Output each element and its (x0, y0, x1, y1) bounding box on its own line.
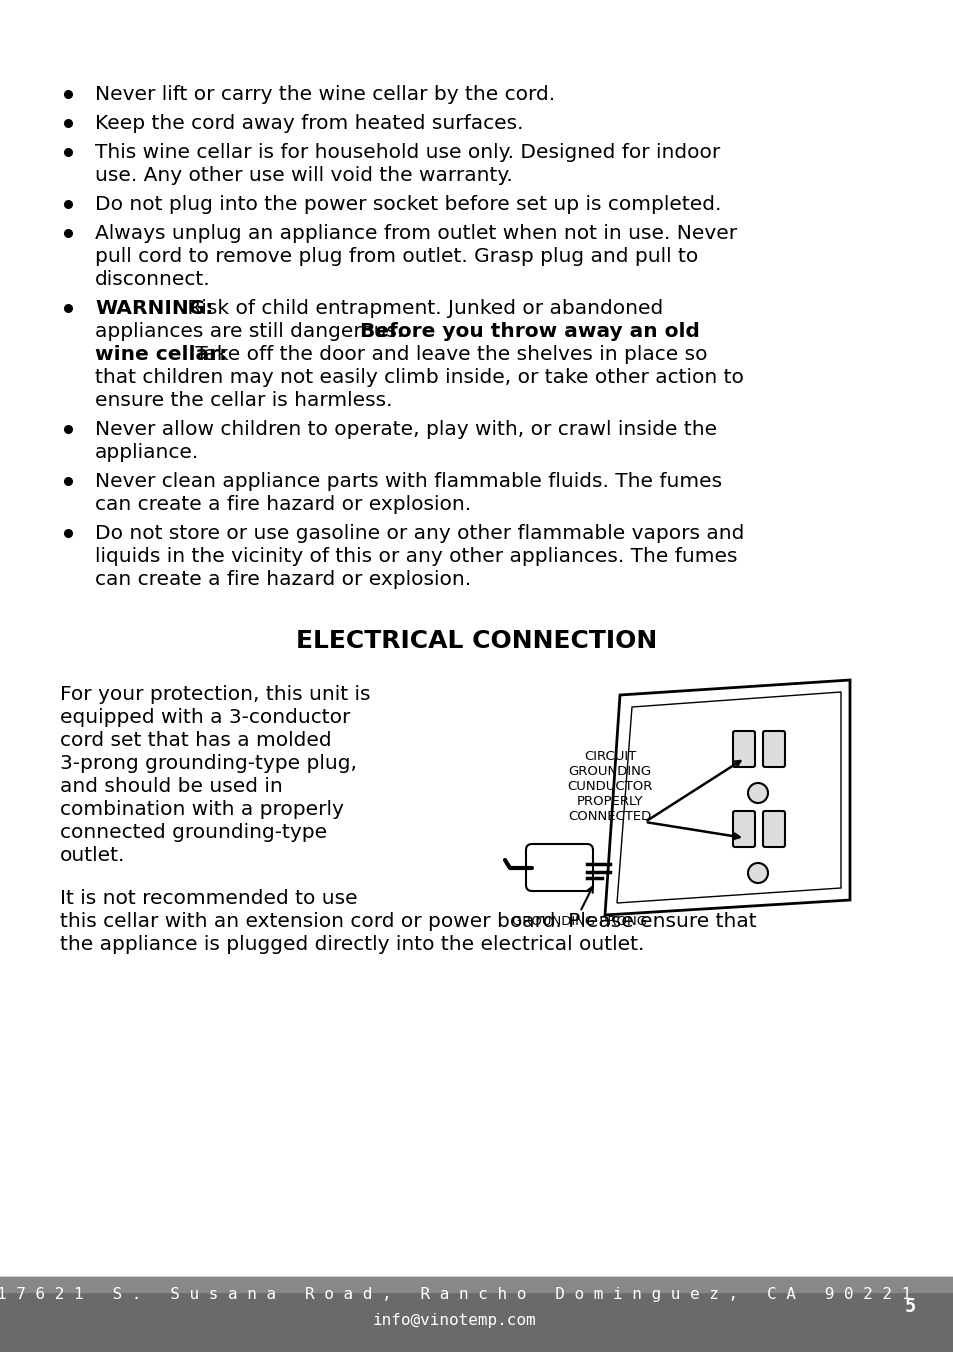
Text: Risk of child entrapment. Junked or abandoned: Risk of child entrapment. Junked or aban… (181, 299, 662, 318)
Text: and should be used in: and should be used in (60, 777, 282, 796)
Text: this cellar with an extension cord or power board. Please ensure that: this cellar with an extension cord or po… (60, 913, 756, 932)
Text: Keep the cord away from heated surfaces.: Keep the cord away from heated surfaces. (95, 114, 523, 132)
Text: appliances are still dangerous.: appliances are still dangerous. (95, 322, 410, 341)
Text: liquids in the vicinity of this or any other appliances. The fumes: liquids in the vicinity of this or any o… (95, 548, 737, 566)
Text: info@vinotemp.com: info@vinotemp.com (372, 1314, 536, 1329)
FancyBboxPatch shape (525, 844, 593, 891)
FancyBboxPatch shape (762, 731, 784, 767)
Text: connected grounding-type: connected grounding-type (60, 823, 327, 842)
Text: Before you throw away an old: Before you throw away an old (359, 322, 700, 341)
Text: combination with a properly: combination with a properly (60, 800, 343, 819)
Text: disconnect.: disconnect. (95, 270, 211, 289)
Text: outlet.: outlet. (60, 846, 125, 865)
Text: Always unplug an appliance from outlet when not in use. Never: Always unplug an appliance from outlet w… (95, 224, 737, 243)
Text: 1 7 6 2 1   S .   S u s a n a   R o a d ,   R a n c h o   D o m i n g u e z ,   : 1 7 6 2 1 S . S u s a n a R o a d , R a … (0, 1287, 910, 1302)
Text: CIRCUIT
GROUNDING
CUNDUCTOR
PROPERLY
CONNECTED: CIRCUIT GROUNDING CUNDUCTOR PROPERLY CON… (567, 750, 652, 823)
FancyBboxPatch shape (732, 811, 754, 846)
Text: that children may not easily climb inside, or take other action to: that children may not easily climb insid… (95, 368, 743, 387)
Text: the appliance is plugged directly into the electrical outlet.: the appliance is plugged directly into t… (60, 936, 643, 955)
Text: It is not recommended to use: It is not recommended to use (60, 890, 357, 909)
Text: WARNING:: WARNING: (95, 299, 213, 318)
FancyBboxPatch shape (762, 811, 784, 846)
Text: 3-prong grounding-type plug,: 3-prong grounding-type plug, (60, 754, 356, 773)
Text: cord set that has a molded: cord set that has a molded (60, 731, 332, 750)
Text: Do not store or use gasoline or any other flammable vapors and: Do not store or use gasoline or any othe… (95, 525, 743, 544)
Text: can create a fire hazard or explosion.: can create a fire hazard or explosion. (95, 571, 471, 589)
Polygon shape (604, 680, 849, 915)
Circle shape (747, 783, 767, 803)
Bar (0, 1278, 953, 1293)
Text: Never lift or carry the wine cellar by the cord.: Never lift or carry the wine cellar by t… (95, 85, 555, 104)
Text: GROUNDING PRONG: GROUNDING PRONG (512, 915, 647, 927)
Text: Take off the door and leave the shelves in place so: Take off the door and leave the shelves … (189, 345, 707, 364)
Text: ELECTRICAL CONNECTION: ELECTRICAL CONNECTION (296, 629, 657, 653)
Bar (0, 1278, 953, 1352)
Text: equipped with a 3-conductor: equipped with a 3-conductor (60, 708, 350, 727)
Text: ensure the cellar is harmless.: ensure the cellar is harmless. (95, 391, 392, 410)
Text: Never clean appliance parts with flammable fluids. The fumes: Never clean appliance parts with flammab… (95, 472, 721, 491)
Text: can create a fire hazard or explosion.: can create a fire hazard or explosion. (95, 495, 471, 514)
Text: pull cord to remove plug from outlet. Grasp plug and pull to: pull cord to remove plug from outlet. Gr… (95, 247, 698, 266)
Text: use. Any other use will void the warranty.: use. Any other use will void the warrant… (95, 166, 512, 185)
Text: wine cellar:: wine cellar: (95, 345, 227, 364)
Text: For your protection, this unit is: For your protection, this unit is (60, 685, 370, 704)
Text: appliance.: appliance. (95, 443, 199, 462)
Text: This wine cellar is for household use only. Designed for indoor: This wine cellar is for household use on… (95, 143, 720, 162)
Circle shape (747, 863, 767, 883)
Text: Never allow children to operate, play with, or crawl inside the: Never allow children to operate, play wi… (95, 420, 717, 439)
Text: 5: 5 (903, 1298, 915, 1317)
FancyBboxPatch shape (732, 731, 754, 767)
Polygon shape (617, 692, 841, 903)
Text: Do not plug into the power socket before set up is completed.: Do not plug into the power socket before… (95, 195, 720, 214)
